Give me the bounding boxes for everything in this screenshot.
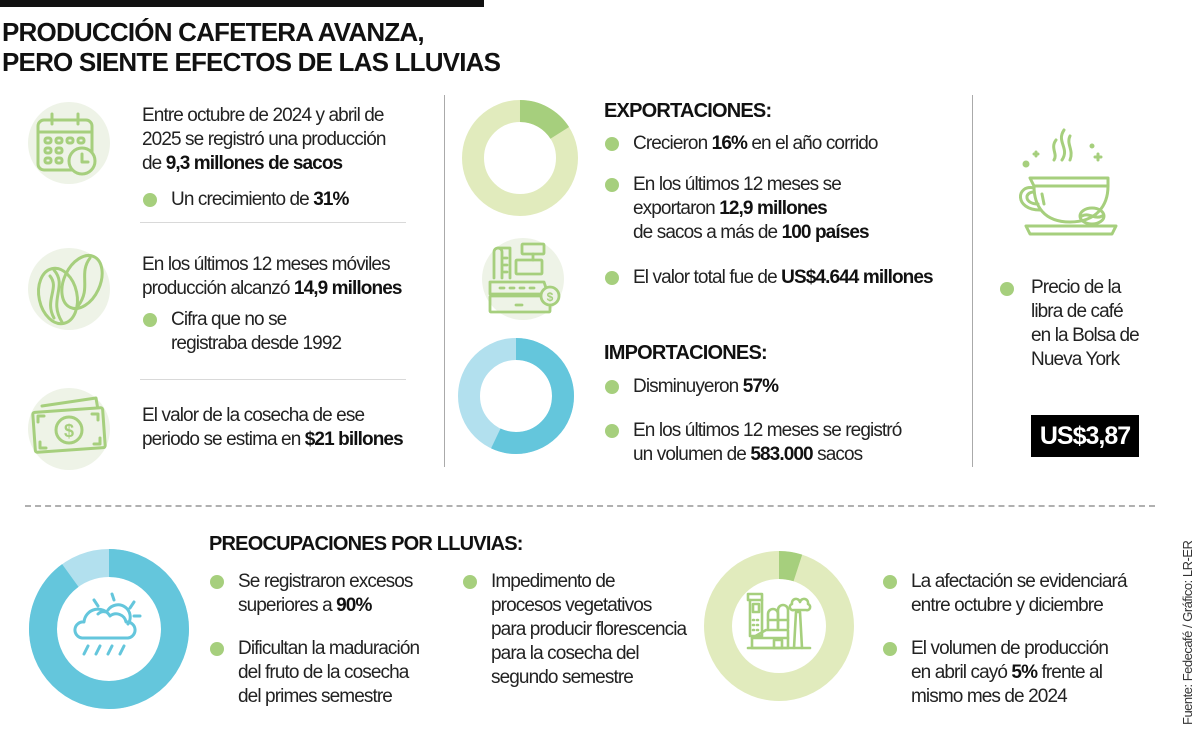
svg-text:$: $ (547, 290, 554, 304)
rains-heading: PREOCUPACIONES POR LLUVIAS: (209, 533, 523, 555)
source-credit: Fuente: Fedecafé / Gráfico: LR-ER (1180, 540, 1195, 725)
column-divider (444, 95, 445, 467)
imports-donut (458, 338, 574, 454)
coffee-cup-icon (1012, 126, 1122, 246)
exports-donut (462, 100, 578, 216)
coffee-beans-icon (30, 248, 110, 330)
rains-vegetative: Impedimento de procesos vegetativos para… (491, 571, 687, 688)
calendar-clock-icon (32, 108, 106, 182)
production-record: Cifra que no se registraba desde 1992 (171, 309, 342, 354)
rains-excess: Se registraron excesos superiores a 90% (238, 571, 413, 616)
money-bill-icon: $ (30, 392, 110, 466)
coffee-beans-icon-bg (28, 248, 110, 330)
divider (140, 379, 406, 380)
production-growth: Un crecimiento de 31% (171, 189, 349, 210)
exports-growth: Crecieron 16% en el año corrido (633, 133, 879, 154)
production-block-3-text: El valor de la cosecha de ese periodo se… (142, 405, 404, 450)
bullet-dot (143, 193, 157, 207)
exports-value: El valor total fue de US$4.644 millones (633, 267, 934, 288)
production-block-2-text: En los últimos 12 meses móviles producci… (142, 254, 402, 299)
coffee-price-badge: US$3,87 (1031, 415, 1139, 457)
factory-icon (746, 592, 812, 652)
bullet-dot (883, 642, 897, 656)
exports-volume: En los últimos 12 meses se exportaron 12… (633, 174, 870, 243)
bullet-dot (143, 313, 157, 327)
imports-volume: En los últimos 12 meses se registró un v… (633, 420, 902, 465)
title-line-1: PRODUCCIÓN CAFETERA AVANZA, (2, 17, 425, 47)
svg-text:$: $ (64, 421, 74, 441)
bullet-dot (210, 575, 224, 589)
section-separator (25, 505, 1155, 507)
exports-heading: EXPORTACIONES: (604, 100, 772, 122)
bullet-dot (883, 575, 897, 589)
rains-production-drop: El volumen de producción en abril cayó 5… (911, 638, 1109, 707)
imports-heading: IMPORTACIONES: (604, 342, 768, 364)
rains-effect-period: La afectación se evidenciará entre octub… (911, 571, 1128, 616)
bullet-dot (210, 642, 224, 656)
production-block-1-text: Entre octubre de 2024 y abril de 2025 se… (142, 105, 386, 174)
cash-register-icon: $ (486, 238, 566, 318)
rains-maturation: Dificultan la maduración del fruto de la… (238, 638, 420, 707)
price-description: Precio de la libra de café en la Bolsa d… (1031, 277, 1140, 370)
bullet-dot (605, 380, 619, 394)
bullet-dot (605, 271, 619, 285)
bullet-dot (463, 575, 477, 589)
rain-cloud-sun-icon (68, 590, 150, 662)
bullet-dot (605, 137, 619, 151)
rain-excess-donut (28, 548, 190, 710)
top-rule (0, 0, 484, 7)
bullet-dot (1000, 282, 1014, 296)
title-line-2: PERO SIENTE EFECTOS DE LAS LLUVIAS (2, 47, 501, 77)
production-drop-donut (703, 550, 855, 702)
column-divider (972, 95, 973, 467)
page-title: PRODUCCIÓN CAFETERA AVANZA, PERO SIENTE … (2, 17, 501, 77)
bullet-dot (605, 178, 619, 192)
imports-decrease: Disminuyeron 57% (633, 376, 779, 397)
bullet-dot (605, 424, 619, 438)
divider (140, 222, 406, 223)
